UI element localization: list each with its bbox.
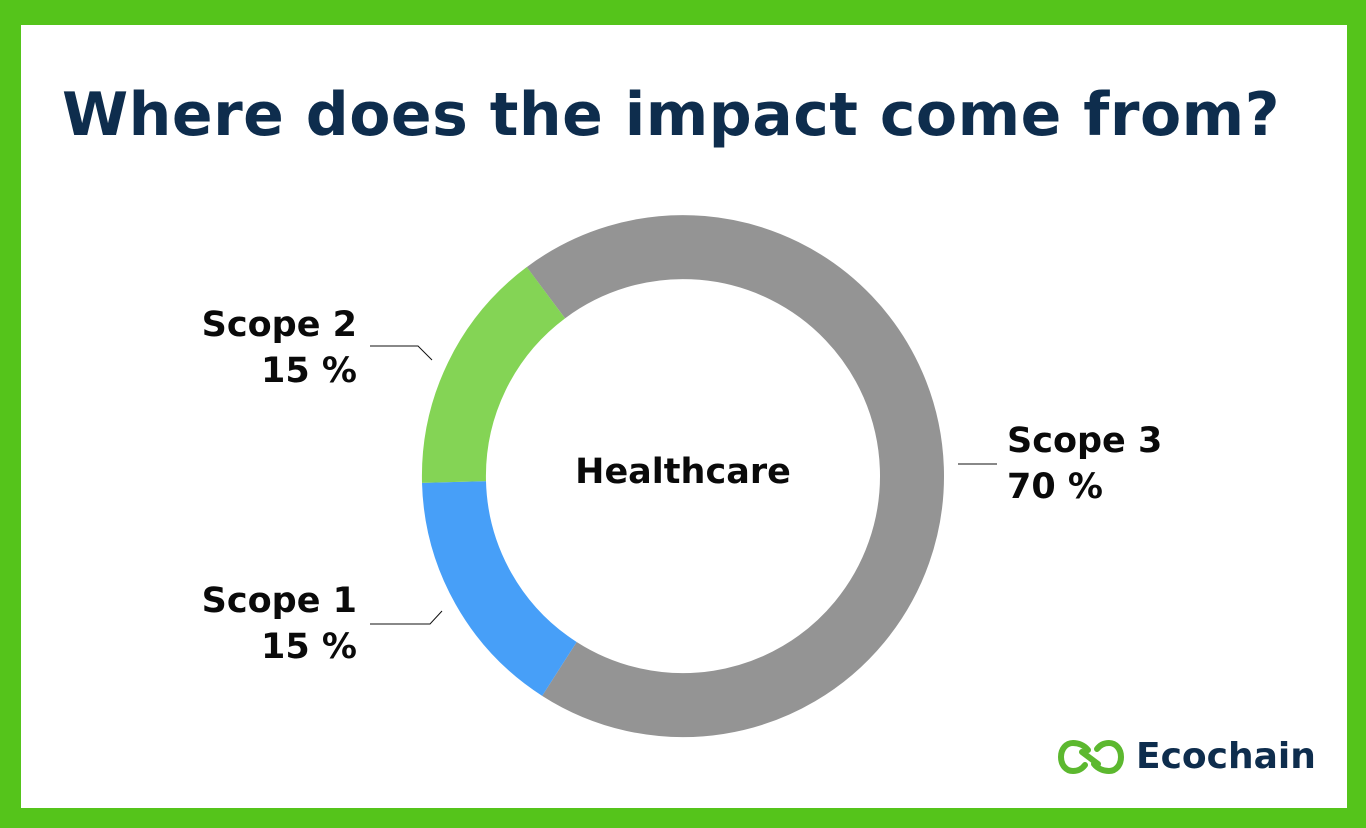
label-scope2: Scope 2 15 % bbox=[150, 302, 357, 394]
infinity-chain-icon bbox=[1058, 739, 1124, 774]
label-scope2-name: Scope 2 bbox=[201, 305, 357, 345]
brand-logo: Ecochain bbox=[1058, 736, 1316, 777]
segment-scope3 bbox=[526, 215, 944, 738]
label-scope1-name: Scope 1 bbox=[201, 581, 357, 621]
leader-line-scope1 bbox=[370, 610, 443, 625]
label-scope3-name: Scope 3 bbox=[1007, 421, 1163, 461]
segment-scope2 bbox=[421, 267, 566, 483]
label-scope3-value: 70 % bbox=[1007, 467, 1103, 507]
donut-center-label: Healthcare bbox=[575, 452, 791, 492]
brand-name: Ecochain bbox=[1136, 736, 1316, 777]
page-title: Where does the impact come from? bbox=[62, 80, 1280, 150]
label-scope2-value: 15 % bbox=[261, 351, 357, 391]
label-scope1: Scope 1 15 % bbox=[150, 578, 357, 670]
label-scope1-value: 15 % bbox=[261, 627, 357, 667]
leader-line-scope2 bbox=[370, 345, 433, 361]
segment-scope1 bbox=[422, 480, 578, 696]
label-scope3: Scope 3 70 % bbox=[1007, 418, 1227, 510]
